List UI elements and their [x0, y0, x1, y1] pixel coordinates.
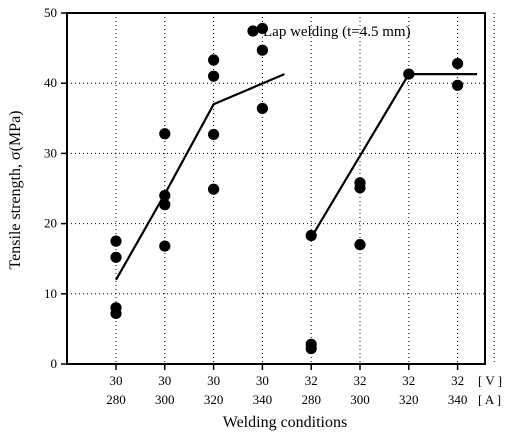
data-point — [110, 307, 122, 320]
data-point — [256, 44, 268, 56]
x-tick-label-current: 320 — [399, 392, 419, 407]
x-axis-label: Welding conditions — [223, 414, 347, 431]
x-tick-label-current: 280 — [106, 392, 126, 407]
data-point — [208, 70, 220, 82]
data-point — [159, 240, 171, 252]
data-point — [354, 239, 366, 251]
data-point — [256, 102, 268, 115]
x-tick-label-voltage: 32 — [354, 373, 367, 388]
grid — [67, 13, 495, 364]
fit-line-2 — [310, 72, 478, 239]
y-tick-label: 50 — [44, 5, 57, 20]
x-tick-label-current: 340 — [448, 392, 468, 407]
x-axis-ticks: 30 280 30 300 30 320 30 340 32 280 32 300 32 320 32 340 — [106, 364, 467, 407]
annotation-label: Lap welding (t=4.5 mm) — [263, 24, 411, 40]
x-tick-label-current: 320 — [204, 392, 224, 407]
annotation-marker — [247, 25, 259, 37]
y-tick-label: 0 — [51, 356, 58, 371]
fit-line-1 — [115, 73, 285, 281]
data-point — [256, 22, 268, 35]
x-tick-label-current: 300 — [350, 392, 370, 407]
data-point — [110, 251, 122, 263]
current-unit-label: [ A ] — [478, 392, 501, 407]
y-axis-ticks: 0 10 20 30 40 50 — [44, 5, 67, 371]
data-point — [305, 229, 317, 242]
data-point — [159, 189, 171, 202]
data-points — [110, 22, 464, 355]
x-tick-label-voltage: 30 — [158, 373, 171, 388]
y-tick-label: 20 — [44, 216, 57, 231]
x-tick-label-voltage: 30 — [256, 373, 269, 388]
y-tick-label: 40 — [44, 75, 57, 90]
data-point — [208, 54, 220, 66]
y-axis-label: Tensile strength, σ(MPa) — [7, 110, 24, 269]
data-point — [159, 199, 171, 211]
data-point — [208, 183, 220, 195]
y-tick-label: 30 — [44, 145, 57, 160]
data-point — [452, 79, 464, 91]
data-point — [403, 68, 415, 80]
x-tick-label-voltage: 32 — [305, 373, 318, 388]
data-point — [354, 182, 366, 194]
x-tick-label-voltage: 30 — [110, 373, 123, 388]
x-tick-label-current: 280 — [301, 392, 321, 407]
plot-frame — [66, 12, 486, 365]
x-tick-label-voltage: 30 — [207, 373, 220, 388]
data-point — [110, 235, 122, 247]
x-tick-label-current: 300 — [155, 392, 175, 407]
data-point — [452, 57, 464, 70]
data-point — [305, 342, 317, 355]
data-point — [159, 128, 171, 140]
voltage-unit-label: [ V ] — [478, 373, 502, 388]
x-tick-label-voltage: 32 — [402, 373, 415, 388]
x-tick-label-current: 340 — [253, 392, 273, 407]
y-tick-label: 10 — [44, 286, 57, 301]
fit-lines — [115, 72, 478, 281]
x-tick-label-voltage: 32 — [451, 373, 464, 388]
data-point — [208, 128, 220, 141]
